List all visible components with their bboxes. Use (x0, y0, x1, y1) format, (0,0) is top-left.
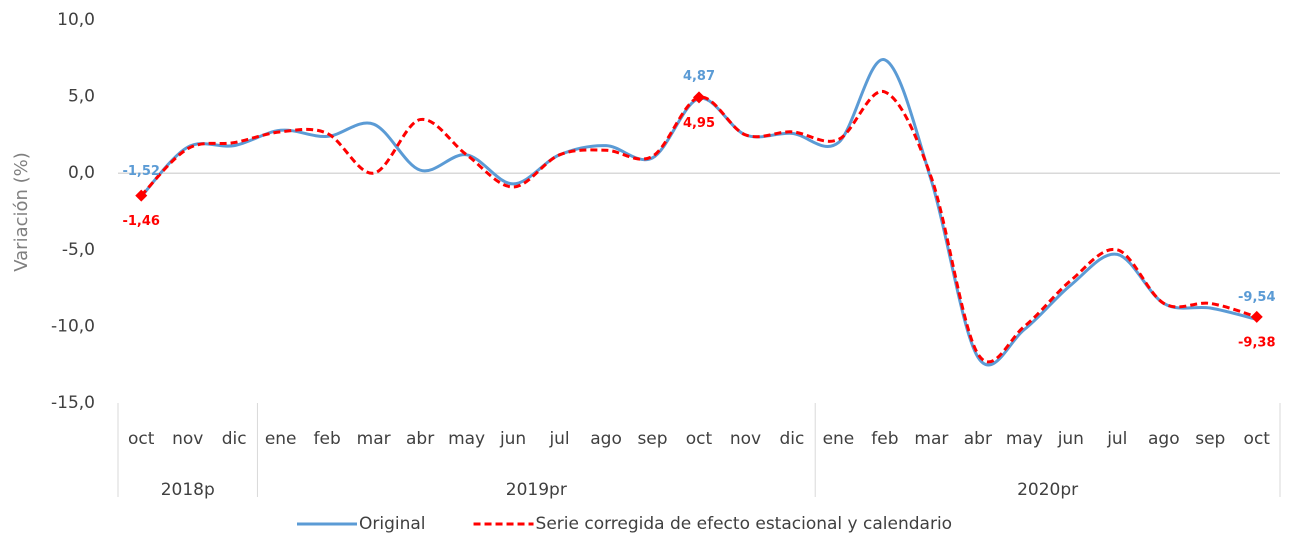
data-label: -1,52 (122, 164, 159, 179)
data-label: -1,46 (122, 214, 159, 229)
x-tick-label: ene (265, 429, 297, 449)
y-tick-label: -5,0 (62, 240, 95, 260)
marker (1250, 310, 1263, 323)
data-label: -9,54 (1238, 290, 1275, 305)
x-tick-label: ago (590, 429, 622, 449)
x-tick-label: ago (1148, 429, 1180, 449)
y-axis-label: Variación (%) (11, 152, 32, 272)
x-tick-label: abr (964, 429, 992, 449)
y-tick-label: 0,0 (68, 163, 95, 183)
x-tick-label: oct (1244, 429, 1271, 449)
y-tick-label: 10,0 (57, 10, 95, 30)
group-label: 2018p (161, 480, 215, 500)
data-label: 4,87 (683, 69, 715, 84)
x-tick-label: jul (1106, 429, 1127, 449)
x-tick-label: mar (357, 429, 391, 449)
x-tick-label: feb (314, 429, 341, 449)
x-tick-label: may (1006, 429, 1043, 449)
x-tick-label: nov (730, 429, 761, 449)
legend-label: Serie corregida de efecto estacional y c… (536, 514, 953, 534)
x-tick-label: jun (1057, 429, 1084, 449)
x-tick-label: dic (780, 429, 805, 449)
group-label: 2020pr (1017, 480, 1078, 500)
x-tick-label: oct (128, 429, 155, 449)
data-label: -9,38 (1238, 335, 1275, 350)
x-tick-label: sep (1195, 429, 1225, 449)
legend-label: Original (359, 514, 426, 534)
data-label: 4,95 (683, 116, 715, 131)
x-tick-label: dic (222, 429, 247, 449)
x-tick-label: ene (823, 429, 855, 449)
group-label: 2019pr (506, 480, 567, 500)
marker (135, 189, 148, 202)
x-tick-label: jul (548, 429, 569, 449)
x-tick-label: may (448, 429, 485, 449)
marker (693, 91, 705, 104)
x-tick-label: abr (406, 429, 434, 449)
y-tick-label: -15,0 (51, 393, 95, 413)
x-tick-label: feb (871, 429, 898, 449)
x-tick-label: nov (172, 429, 203, 449)
x-tick-label: mar (914, 429, 948, 449)
y-tick-label: -10,0 (51, 316, 95, 336)
series-line (140, 90, 1258, 364)
x-tick-label: jun (499, 429, 526, 449)
x-tick-label: oct (686, 429, 713, 449)
y-tick-label: 5,0 (68, 87, 95, 107)
x-tick-label: sep (637, 429, 667, 449)
series-line (140, 58, 1258, 367)
